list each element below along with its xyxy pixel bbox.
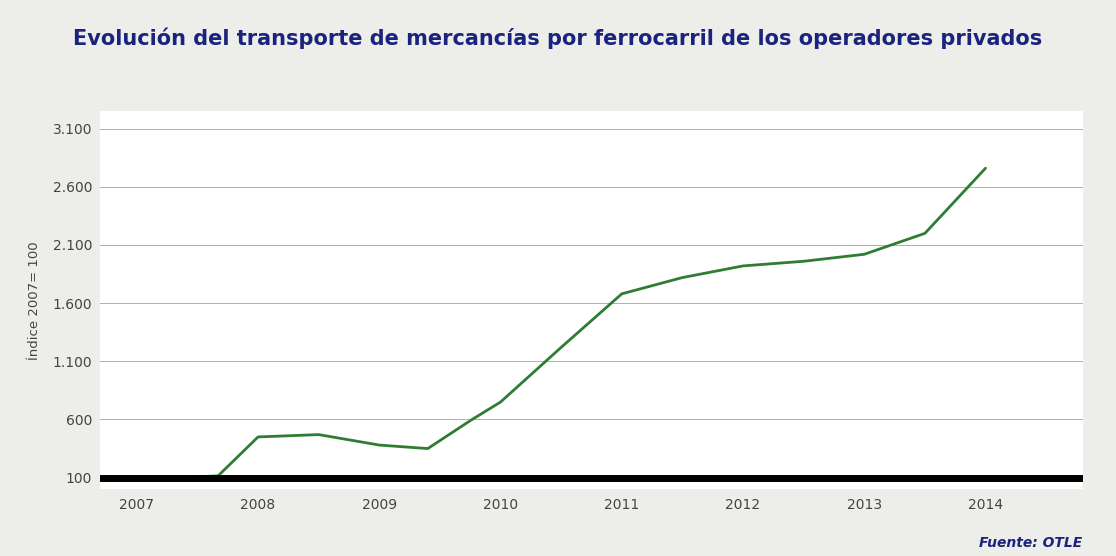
Y-axis label: Índice 2007= 100: Índice 2007= 100 — [28, 241, 41, 360]
Text: Evolución del transporte de mercancías por ferrocarril de los operadores privado: Evolución del transporte de mercancías p… — [74, 28, 1042, 49]
Text: Fuente: OTLE: Fuente: OTLE — [979, 537, 1083, 550]
